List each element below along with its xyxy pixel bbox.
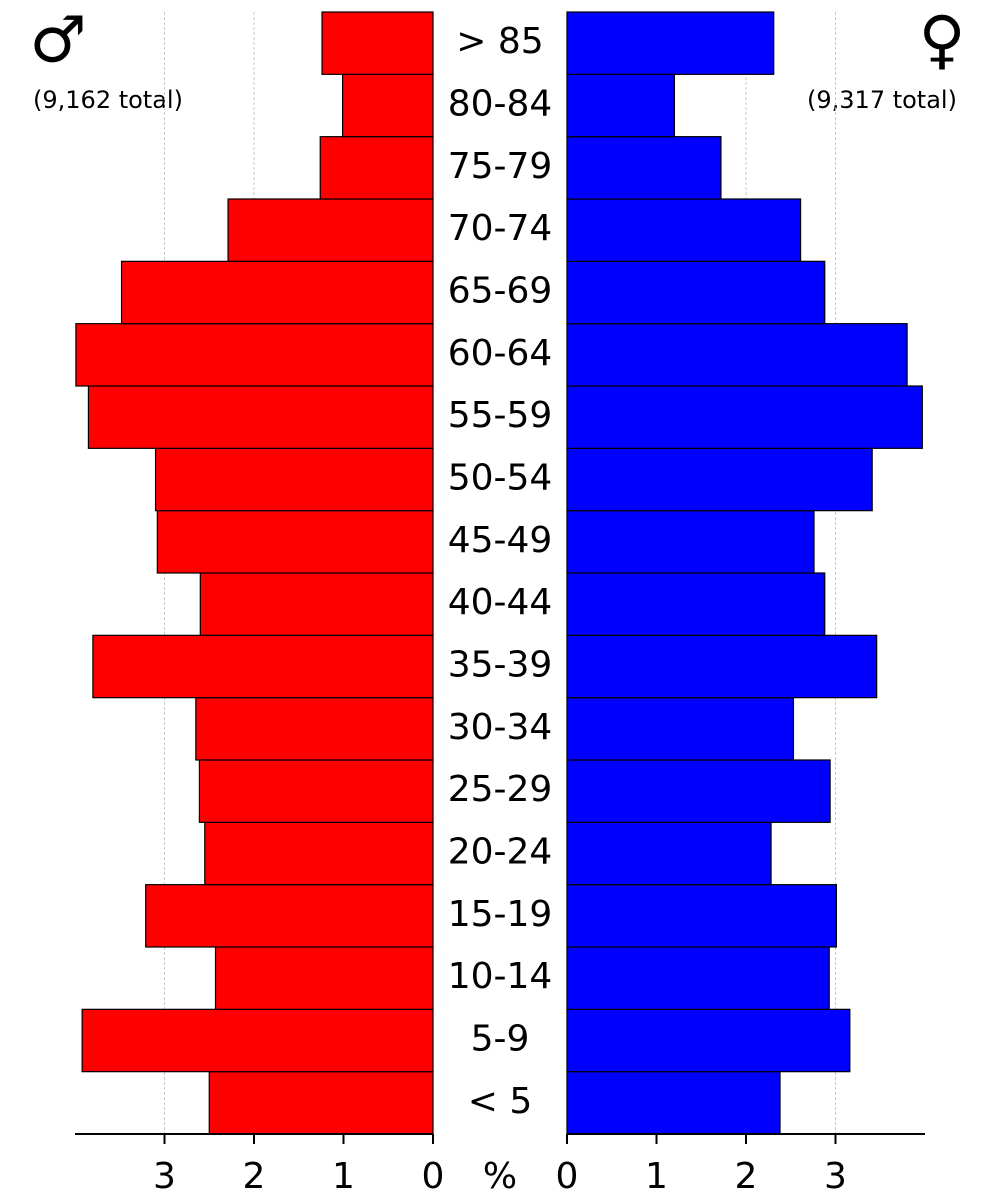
bar — [204, 821, 434, 886]
category-label: 75-79 — [448, 146, 553, 187]
bar — [566, 697, 795, 761]
male-total: (9,162 total) — [33, 86, 183, 114]
bar — [199, 572, 434, 636]
bar — [566, 572, 826, 636]
category-label: 60-64 — [448, 333, 553, 374]
bar — [566, 884, 837, 948]
bar — [566, 260, 826, 325]
bar — [198, 759, 434, 823]
bar — [208, 1071, 434, 1135]
bar — [214, 946, 434, 1010]
x-tick-label: 2 — [735, 1156, 758, 1197]
bar — [566, 634, 878, 699]
category-label: 65-69 — [448, 271, 553, 312]
bar — [120, 260, 434, 325]
category-label: 80-84 — [448, 84, 553, 125]
bar — [566, 447, 873, 512]
male-symbol: ♂ — [29, 4, 86, 78]
category-label: 30-34 — [448, 707, 553, 748]
bar — [566, 136, 722, 200]
bar — [319, 136, 434, 200]
x-tick-label: 1 — [645, 1156, 668, 1197]
bar — [227, 198, 434, 262]
bar — [566, 946, 830, 1010]
bar — [92, 634, 434, 699]
bar — [342, 73, 434, 138]
bar — [195, 697, 434, 761]
bar — [566, 11, 775, 75]
bar — [566, 759, 831, 823]
bar — [145, 884, 434, 948]
category-label: 55-59 — [448, 395, 553, 436]
bar — [156, 510, 434, 574]
x-tick-label: 3 — [153, 1156, 176, 1197]
bar — [566, 323, 908, 387]
bar — [566, 73, 676, 138]
x-tick-label: 1 — [332, 1156, 355, 1197]
x-axis-label: % — [483, 1156, 517, 1197]
bar — [75, 323, 434, 387]
category-label: 5-9 — [471, 1019, 530, 1060]
bar — [566, 385, 923, 449]
category-label: 35-39 — [448, 645, 553, 686]
category-label: 45-49 — [448, 520, 553, 561]
bar — [566, 198, 802, 262]
female-total: (9,317 total) — [807, 86, 957, 114]
category-label: 15-19 — [448, 894, 553, 935]
category-label: 40-44 — [448, 582, 553, 623]
category-label: 70-74 — [448, 208, 553, 249]
x-tick-label: 3 — [824, 1156, 847, 1197]
x-tick-label: 2 — [243, 1156, 266, 1197]
category-label: 10-14 — [448, 956, 553, 997]
category-label: 25-29 — [448, 769, 553, 810]
bar — [566, 1008, 851, 1073]
bar — [81, 1008, 434, 1073]
category-label: > 85 — [456, 21, 543, 62]
bar — [566, 821, 772, 886]
bar — [566, 1071, 781, 1135]
female-symbol: ♀ — [919, 4, 966, 78]
x-tick-label: 0 — [556, 1156, 579, 1197]
bar — [321, 11, 434, 75]
category-label: 50-54 — [448, 458, 553, 499]
bar — [87, 385, 434, 449]
bar — [566, 510, 815, 574]
x-tick-label: 0 — [422, 1156, 445, 1197]
category-label: < 5 — [468, 1081, 533, 1122]
bar — [154, 447, 434, 512]
category-label: 20-24 — [448, 832, 553, 873]
